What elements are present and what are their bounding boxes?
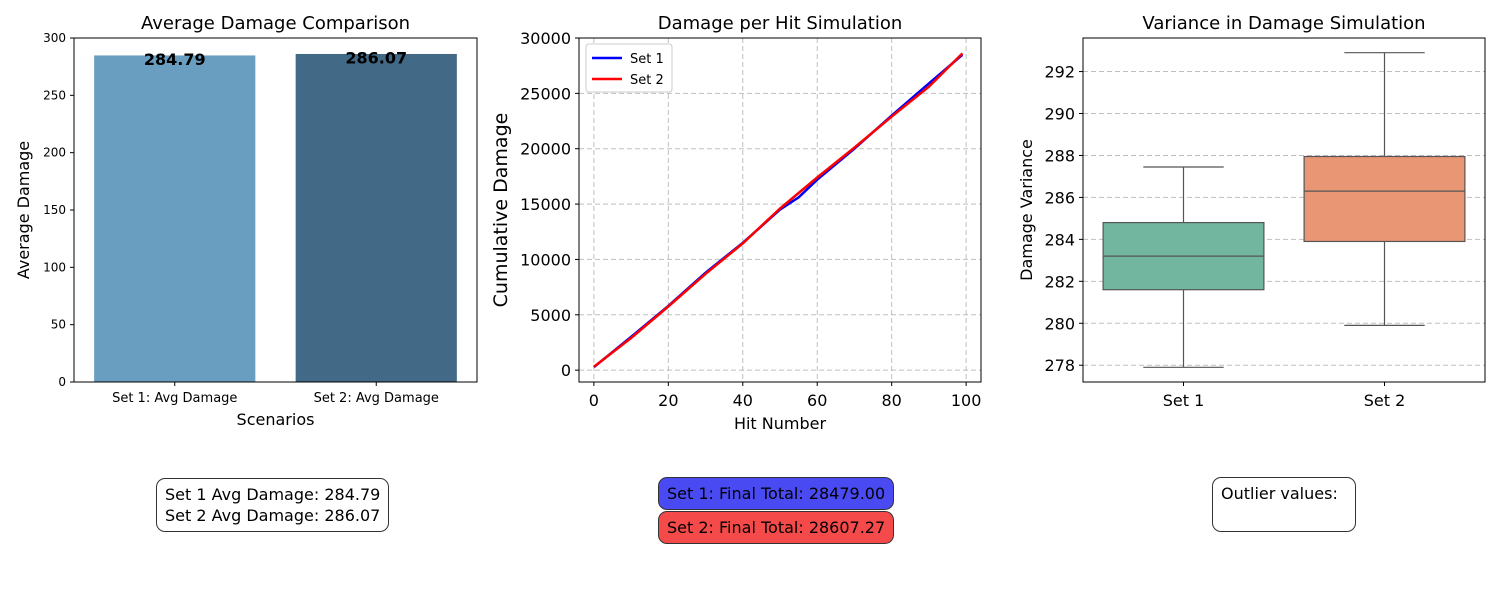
series-line-set-2 <box>594 53 963 366</box>
final-total-set1-textbox: Set 1: Final Total: 28479.00 <box>658 477 894 510</box>
x-tick-label-2: Set 2: Avg Damage <box>314 391 439 406</box>
y-axis-label: Cumulative Damage <box>490 113 512 308</box>
y-tick-label-0: 0 <box>561 361 571 380</box>
x-axis-label: Hit Number <box>734 414 827 433</box>
iqr-box <box>1304 157 1465 242</box>
legend: Set 1 Set 2 <box>586 44 672 92</box>
x-tick-label-1: Set 1: Avg Damage <box>112 391 237 406</box>
outlier-values-textbox: Outlier values: <box>1212 477 1356 532</box>
y-axis-label: Average Damage <box>14 141 33 279</box>
x-axis-label: Scenarios <box>237 410 315 429</box>
chart-title: Variance in Damage Simulation <box>1142 13 1425 34</box>
bar-value-label-2: 286.07 <box>345 48 407 67</box>
legend-label-set-2: Set 2 <box>630 73 664 88</box>
y-tick-label-0: 0 <box>58 375 66 389</box>
y-tick-label-292: 292 <box>1044 63 1075 82</box>
x-tick-label-2: Set 2 <box>1364 391 1406 410</box>
bar-1 <box>94 55 255 382</box>
y-tick-label-284: 284 <box>1044 230 1075 249</box>
y-tick-label-15000: 15000 <box>520 195 571 214</box>
y-tick-label-10000: 10000 <box>520 250 571 269</box>
y-tick-label-288: 288 <box>1044 146 1075 165</box>
y-tick-label-50: 50 <box>51 318 66 332</box>
x-tick-label-40: 40 <box>733 391 753 410</box>
y-tick-label-290: 290 <box>1044 105 1075 124</box>
x-tick-label-60: 60 <box>807 391 827 410</box>
y-tick-label-30000: 30000 <box>520 29 571 48</box>
y-tick-label-20000: 20000 <box>520 140 571 159</box>
y-tick-label-286: 286 <box>1044 188 1075 207</box>
y-tick-label-200: 200 <box>43 146 66 160</box>
y-tick-label-100: 100 <box>43 260 66 274</box>
x-tick-label-80: 80 <box>881 391 901 410</box>
x-tick-label-1: Set 1 <box>1163 391 1205 410</box>
y-tick-label-250: 250 <box>43 88 66 102</box>
box-set-2 <box>1304 53 1465 326</box>
x-tick-label-0: 0 <box>589 391 599 410</box>
outlier-values-label: Outlier values: <box>1221 483 1347 504</box>
final-total-set2-textbox: Set 2: Final Total: 28607.27 <box>658 511 894 544</box>
chart-title: Damage per Hit Simulation <box>658 13 903 34</box>
bar-2 <box>296 54 457 382</box>
y-tick-label-300: 300 <box>43 31 66 45</box>
x-tick-label-100: 100 <box>951 391 982 410</box>
avg-damage-line-set1: Set 1 Avg Damage: 284.79 <box>165 484 380 505</box>
y-tick-label-278: 278 <box>1044 356 1075 375</box>
y-axis-label: Damage Variance <box>1017 139 1036 281</box>
avg-damage-textbox: Set 1 Avg Damage: 284.79 Set 2 Avg Damag… <box>156 478 389 532</box>
bar-value-label-1: 284.79 <box>144 50 206 69</box>
legend-label-set-1: Set 1 <box>630 52 664 67</box>
y-tick-label-282: 282 <box>1044 272 1075 291</box>
avg-damage-line-set2: Set 2 Avg Damage: 286.07 <box>165 505 380 526</box>
x-tick-label-20: 20 <box>658 391 678 410</box>
y-tick-label-280: 280 <box>1044 314 1075 333</box>
y-tick-label-150: 150 <box>43 203 66 217</box>
chart-title: Average Damage Comparison <box>141 13 410 34</box>
y-tick-label-25000: 25000 <box>520 84 571 103</box>
y-tick-label-5000: 5000 <box>530 306 571 325</box>
